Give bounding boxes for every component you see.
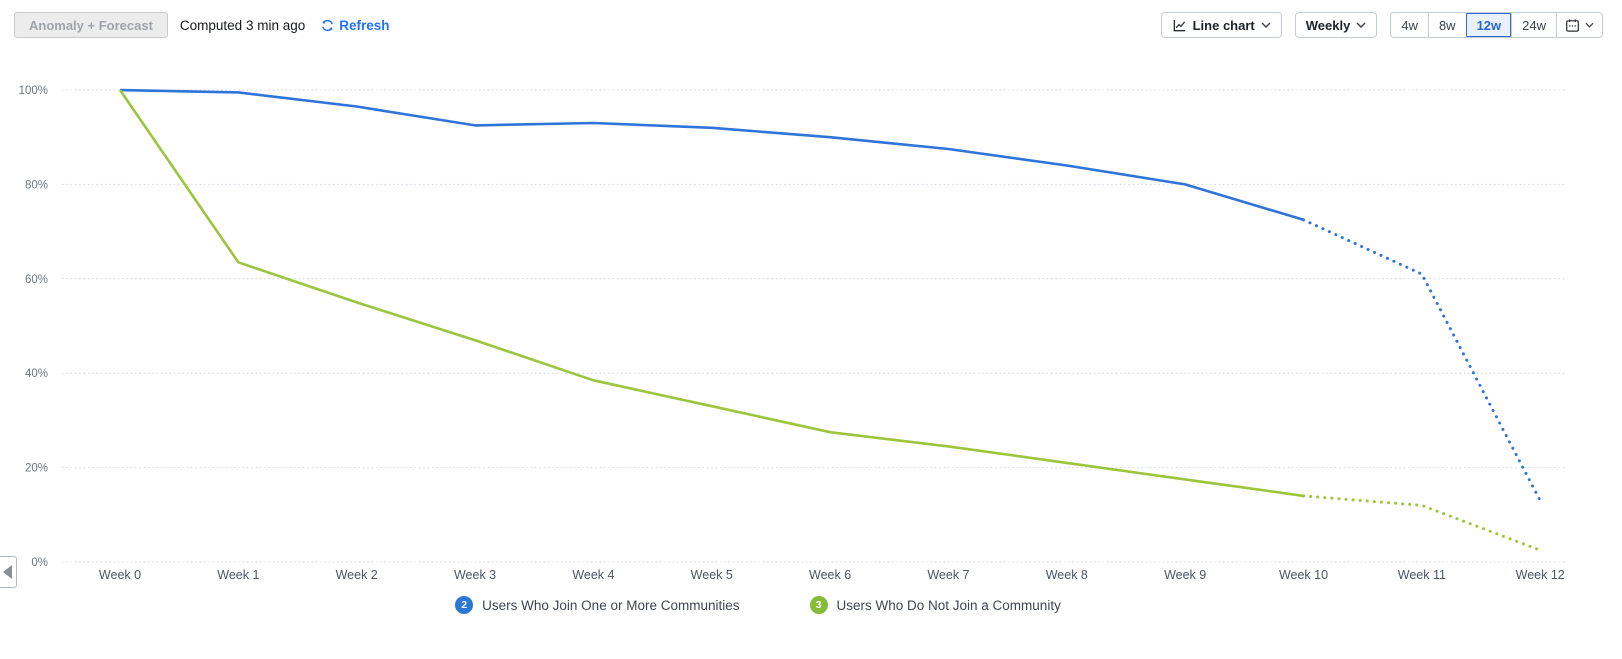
series-3-label: Users Who Do Not Join a Community: [836, 597, 1061, 613]
chart-legend: 2 Users Who Join One or More Communities…: [0, 596, 1622, 614]
svg-text:Week 7: Week 7: [927, 568, 969, 582]
svg-text:Week 12: Week 12: [1516, 568, 1565, 582]
interval-label: Weekly: [1305, 17, 1351, 33]
svg-text:Week 3: Week 3: [454, 568, 496, 582]
svg-text:0%: 0%: [31, 557, 48, 569]
refresh-button[interactable]: Refresh: [321, 17, 390, 33]
svg-text:Week 0: Week 0: [99, 568, 141, 582]
chevron-down-icon: [1356, 22, 1366, 28]
date-range-segmented-control: 4w 8w 12w 24w: [1390, 12, 1603, 38]
svg-text:Week 1: Week 1: [217, 568, 259, 582]
calendar-icon: [1565, 18, 1580, 33]
svg-text:Week 8: Week 8: [1046, 568, 1088, 582]
toolbar-right: Line chart Weekly 4w 8w 12w 24w: [1160, 12, 1603, 38]
chart-type-dropdown[interactable]: Line chart: [1160, 12, 1282, 38]
legend-item-no-community[interactable]: 3 Users Who Do Not Join a Community: [809, 596, 1061, 614]
range-24w-button[interactable]: 24w: [1511, 13, 1556, 37]
legend-item-join-communities[interactable]: 2 Users Who Join One or More Communities: [455, 596, 740, 614]
svg-text:Week 2: Week 2: [336, 568, 378, 582]
svg-text:Week 6: Week 6: [809, 568, 851, 582]
svg-text:20%: 20%: [25, 463, 48, 475]
svg-text:60%: 60%: [25, 274, 48, 286]
svg-text:40%: 40%: [25, 368, 48, 380]
svg-text:Week 10: Week 10: [1279, 568, 1328, 582]
interval-dropdown[interactable]: Weekly: [1294, 12, 1378, 38]
refresh-icon: [321, 19, 334, 32]
series-3-badge: 3: [809, 596, 828, 614]
svg-text:Week 9: Week 9: [1164, 568, 1206, 582]
range-4w-button[interactable]: 4w: [1401, 17, 1418, 33]
line-chart-icon: [1172, 18, 1187, 33]
series-2-label: Users Who Join One or More Communities: [482, 597, 740, 613]
custom-date-range-button[interactable]: [1556, 13, 1602, 37]
collapse-panel-handle[interactable]: [0, 556, 17, 588]
refresh-label: Refresh: [339, 17, 390, 33]
range-8w-button[interactable]: 8w: [1427, 13, 1466, 37]
series-2-badge: 2: [455, 596, 474, 614]
collapse-left-icon: [3, 565, 12, 579]
toolbar-left: Anomaly + Forecast Computed 3 min ago Re…: [14, 12, 390, 38]
chevron-down-icon: [1585, 22, 1594, 28]
svg-text:Week 4: Week 4: [572, 568, 614, 582]
computed-status-text: Computed 3 min ago: [179, 17, 306, 33]
anomaly-forecast-button[interactable]: Anomaly + Forecast: [14, 12, 168, 38]
chevron-down-icon: [1261, 22, 1271, 28]
svg-text:Week 5: Week 5: [691, 568, 733, 582]
chart-type-label: Line chart: [1192, 17, 1255, 33]
range-12w-button[interactable]: 12w: [1465, 13, 1512, 37]
svg-text:80%: 80%: [25, 179, 48, 191]
svg-text:100%: 100%: [19, 85, 48, 97]
svg-text:Week 11: Week 11: [1398, 568, 1446, 582]
